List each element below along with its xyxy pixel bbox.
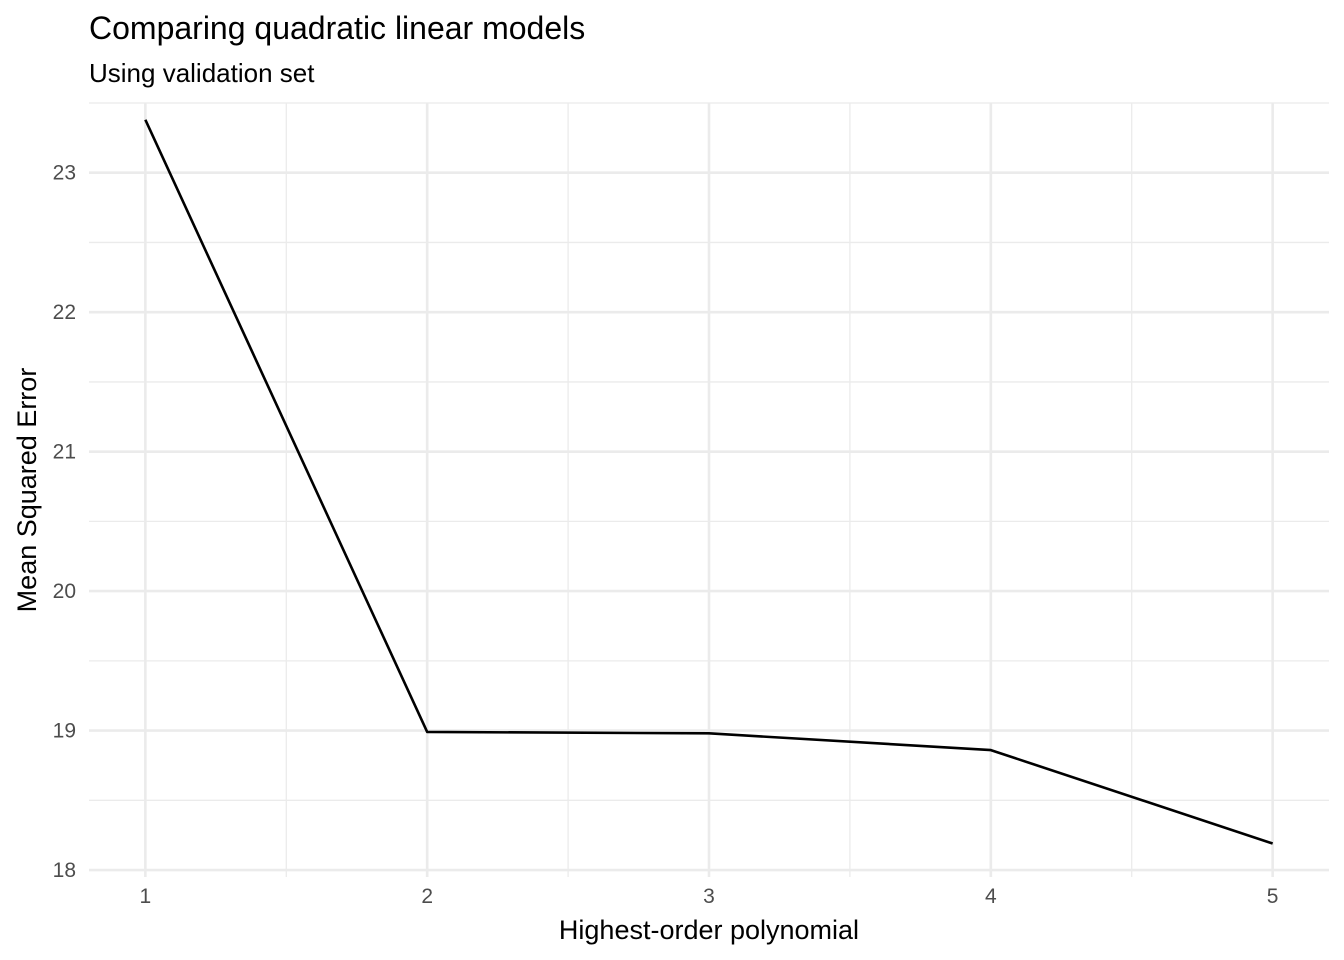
chart-subtitle: Using validation set [89,58,315,88]
x-tick-label: 4 [985,885,997,908]
y-axis-tick-labels: 18 19 20 21 22 23 [53,162,76,882]
x-tick-label: 3 [703,885,715,908]
series-layer [144,119,1274,845]
y-tick-label: 23 [53,162,76,185]
y-tick-label: 19 [53,720,76,743]
y-tick-label: 18 [53,859,76,882]
y-axis-title: Mean Squared Error [12,368,42,613]
x-axis-tick-labels: 1 2 3 4 5 [140,885,1279,908]
y-tick-label: 21 [53,441,76,464]
minor-gridlines-x [285,103,1133,877]
x-axis-title: Highest-order polynomial [559,915,859,945]
y-tick-label: 22 [53,301,76,324]
x-tick-label: 5 [1267,885,1279,908]
x-tick-label: 2 [421,885,433,908]
series-line [144,119,1274,845]
x-tick-label: 1 [140,885,152,908]
y-tick-label: 20 [53,580,76,603]
chart-title: Comparing quadratic linear models [89,10,585,46]
major-gridlines-x [144,103,1274,877]
